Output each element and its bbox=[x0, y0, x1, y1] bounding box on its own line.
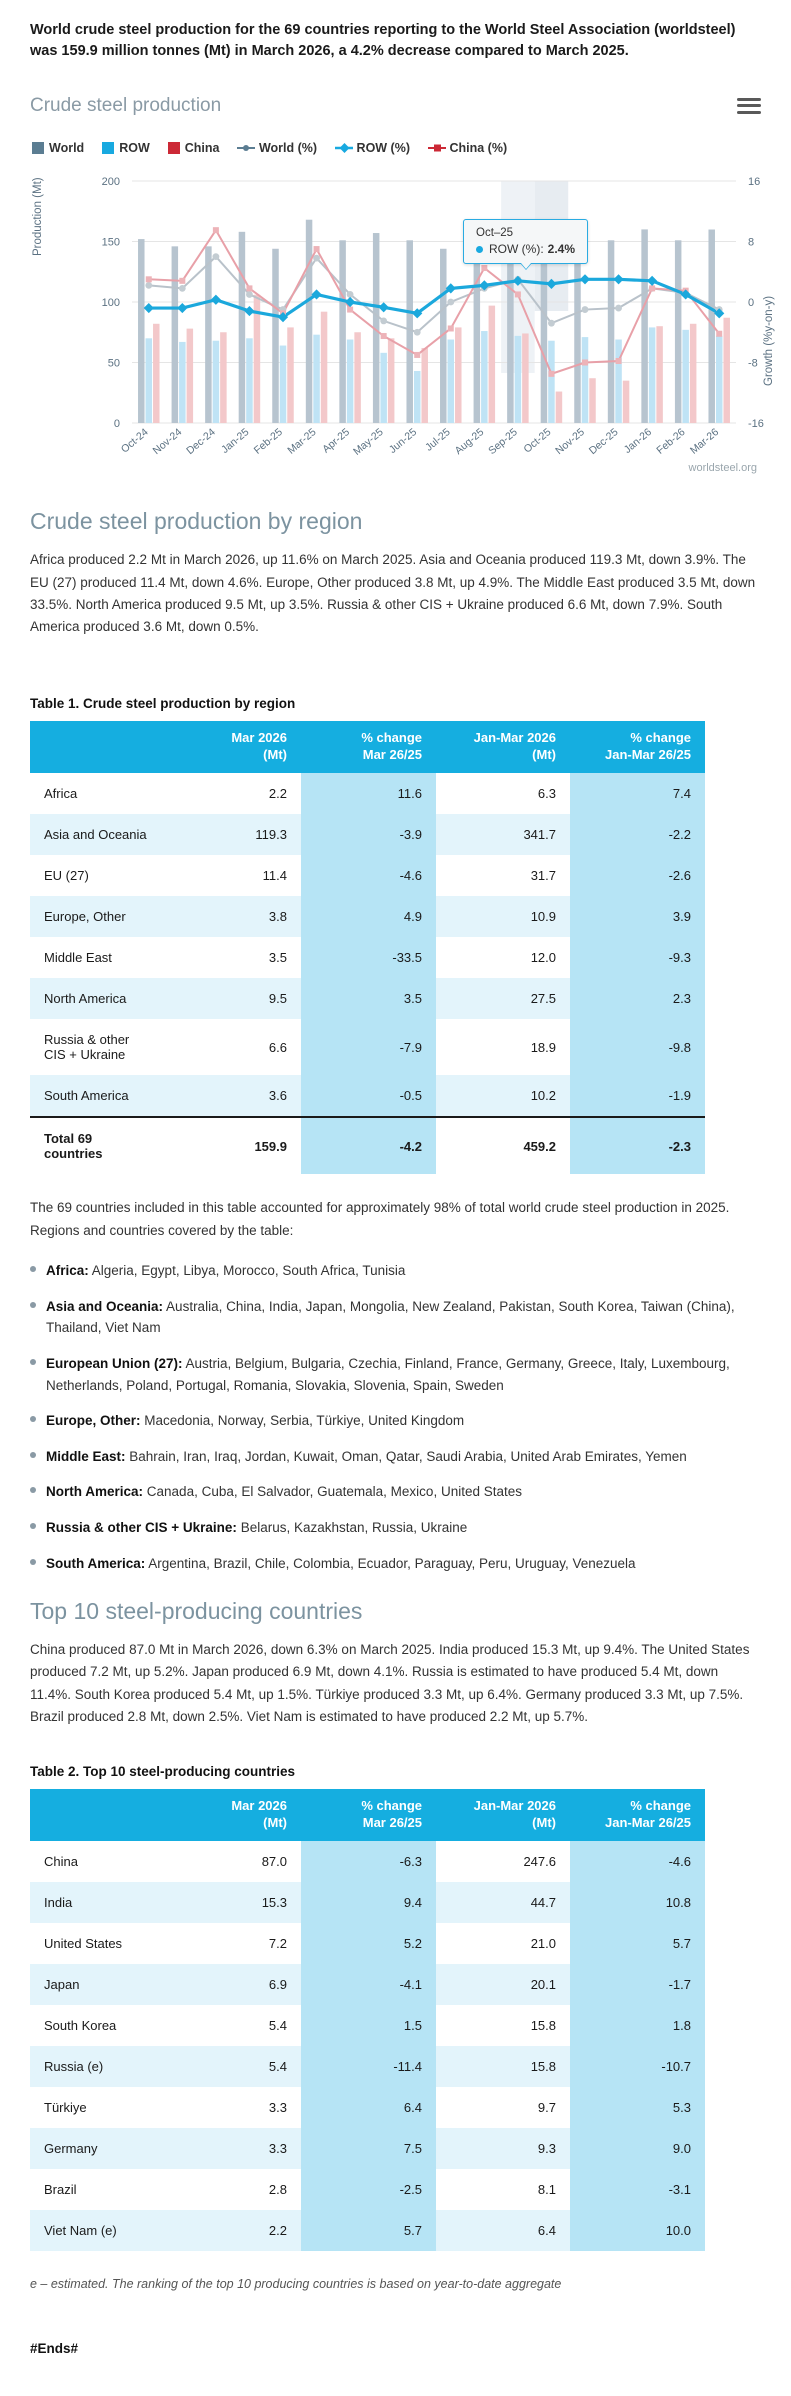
svg-text:8: 8 bbox=[748, 237, 754, 249]
svg-text:Jul-25: Jul-25 bbox=[423, 426, 453, 454]
svg-text:-16: -16 bbox=[748, 418, 764, 430]
svg-text:50: 50 bbox=[108, 358, 120, 370]
svg-text:16: 16 bbox=[748, 176, 760, 188]
svg-text:100: 100 bbox=[102, 297, 120, 309]
svg-text:May-25: May-25 bbox=[351, 426, 386, 458]
svg-text:Feb-25: Feb-25 bbox=[252, 426, 285, 457]
svg-text:Nov-24: Nov-24 bbox=[151, 426, 185, 457]
svg-text:200: 200 bbox=[102, 176, 120, 188]
svg-text:Sep-25: Sep-25 bbox=[486, 426, 520, 457]
svg-text:Jan-25: Jan-25 bbox=[219, 426, 251, 456]
svg-text:Aug-25: Aug-25 bbox=[453, 426, 487, 457]
svg-text:Oct-25: Oct-25 bbox=[522, 426, 554, 456]
svg-text:Apr-25: Apr-25 bbox=[320, 426, 352, 456]
svg-text:0: 0 bbox=[114, 418, 120, 430]
svg-text:Mar-25: Mar-25 bbox=[285, 426, 318, 457]
svg-text:Mar-26: Mar-26 bbox=[688, 426, 721, 457]
svg-text:Feb-26: Feb-26 bbox=[654, 426, 687, 457]
svg-text:-8: -8 bbox=[748, 358, 758, 370]
svg-text:150: 150 bbox=[102, 237, 120, 249]
svg-text:Jun-25: Jun-25 bbox=[387, 426, 419, 456]
svg-text:Dec-25: Dec-25 bbox=[587, 426, 621, 457]
svg-text:Dec-24: Dec-24 bbox=[184, 426, 218, 457]
svg-text:Jan-26: Jan-26 bbox=[622, 426, 654, 456]
svg-text:Nov-25: Nov-25 bbox=[553, 426, 587, 457]
svg-text:0: 0 bbox=[748, 297, 754, 309]
svg-text:Oct-24: Oct-24 bbox=[119, 426, 151, 456]
